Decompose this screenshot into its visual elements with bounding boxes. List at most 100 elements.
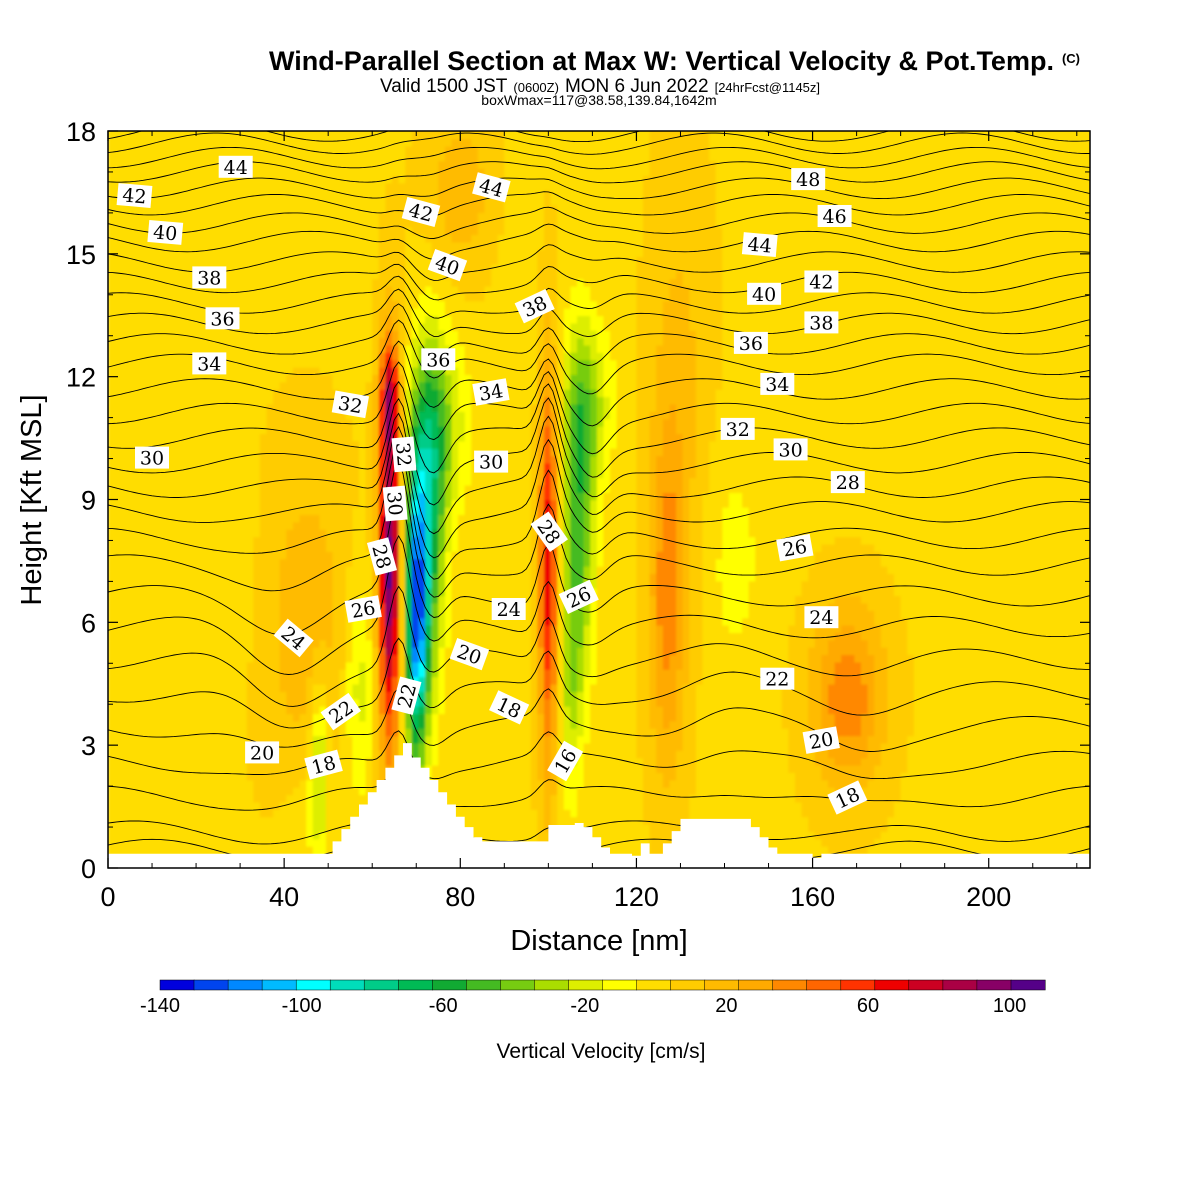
velocity-cell — [108, 779, 116, 788]
velocity-cell — [193, 529, 202, 538]
velocity-cell — [141, 646, 149, 656]
velocity-cell — [418, 536, 426, 545]
velocity-cell — [114, 573, 122, 582]
velocity-cell — [114, 425, 122, 434]
velocity-cell — [312, 809, 321, 818]
velocity-cell — [114, 713, 122, 722]
velocity-cell — [431, 698, 440, 707]
velocity-cell — [279, 705, 288, 715]
velocity-cell — [160, 285, 169, 294]
velocity-cell — [312, 440, 321, 449]
velocity-cell — [246, 374, 255, 383]
velocity-cell — [220, 823, 228, 832]
velocity-cell — [253, 816, 261, 825]
velocity-cell — [141, 728, 149, 737]
velocity-cell — [392, 595, 400, 604]
velocity-cell — [114, 845, 122, 855]
velocity-cell — [174, 182, 182, 191]
velocity-cell — [220, 543, 228, 552]
velocity-cell — [213, 403, 222, 412]
velocity-cell — [253, 492, 261, 501]
velocity-cell — [392, 197, 400, 206]
velocity-cell — [246, 617, 255, 626]
velocity-cell — [319, 772, 327, 781]
velocity-cell — [134, 565, 142, 574]
velocity-cell — [392, 263, 400, 272]
velocity-cell — [372, 573, 380, 582]
velocity-cell — [286, 381, 294, 390]
velocity-cell — [359, 330, 367, 339]
velocity-cell — [372, 757, 380, 766]
velocity-cell — [299, 433, 307, 442]
velocity-cell — [141, 477, 149, 486]
velocity-cell — [339, 646, 347, 656]
velocity-cell — [425, 300, 433, 309]
velocity-cell — [273, 492, 281, 501]
velocity-cell — [378, 293, 387, 302]
velocity-cell — [141, 831, 149, 840]
velocity-cell — [134, 669, 142, 678]
velocity-cell — [425, 691, 433, 700]
velocity-cell — [345, 359, 354, 368]
velocity-cell — [259, 153, 268, 162]
velocity-cell — [359, 344, 367, 353]
velocity-cell — [405, 425, 413, 434]
velocity-cell — [405, 580, 413, 589]
velocity-cell — [365, 403, 373, 412]
velocity-cell — [233, 646, 241, 656]
velocity-cell — [425, 558, 433, 567]
velocity-cell — [174, 543, 182, 552]
velocity-cell — [299, 219, 307, 228]
velocity-cell — [398, 536, 406, 545]
velocity-cell — [193, 470, 202, 479]
velocity-cell — [345, 204, 354, 213]
velocity-cell — [345, 175, 354, 184]
velocity-cell — [312, 411, 321, 420]
velocity-cell — [187, 447, 195, 457]
velocity-cell — [127, 256, 136, 265]
velocity-cell — [134, 153, 142, 162]
velocity-cell — [193, 764, 202, 773]
velocity-cell — [220, 440, 228, 449]
velocity-cell — [345, 153, 354, 162]
velocity-cell — [372, 669, 380, 678]
velocity-cell — [405, 536, 413, 545]
velocity-cell — [293, 352, 301, 361]
velocity-cell — [174, 300, 182, 309]
velocity-cell — [279, 669, 288, 678]
velocity-cell — [200, 786, 208, 796]
velocity-cell — [240, 492, 248, 501]
velocity-cell — [259, 182, 268, 191]
velocity-cell — [359, 654, 367, 663]
velocity-cell — [200, 226, 208, 235]
velocity-cell — [253, 786, 261, 796]
velocity-cell — [226, 735, 235, 744]
velocity-cell — [378, 389, 387, 398]
velocity-cell — [154, 145, 162, 154]
velocity-cell — [279, 499, 288, 508]
velocity-cell — [259, 167, 268, 177]
velocity-cell — [233, 344, 241, 353]
velocity-cell — [266, 639, 274, 648]
velocity-cell — [240, 713, 248, 722]
velocity-cell — [226, 639, 235, 648]
velocity-cell — [259, 676, 268, 685]
velocity-cell — [405, 263, 413, 272]
velocity-cell — [345, 182, 354, 191]
velocity-cell — [418, 241, 426, 250]
velocity-cell — [359, 389, 367, 398]
velocity-cell — [167, 285, 175, 294]
velocity-cell — [246, 639, 255, 648]
velocity-cell — [319, 411, 327, 420]
velocity-cell — [398, 646, 406, 656]
velocity-cell — [279, 551, 288, 560]
velocity-cell — [339, 521, 347, 530]
velocity-cell — [213, 197, 222, 206]
velocity-cell — [213, 131, 222, 140]
velocity-cell — [418, 543, 426, 552]
velocity-cell — [167, 433, 175, 442]
velocity-cell — [147, 315, 155, 324]
velocity-cell — [293, 330, 301, 339]
velocity-cell — [359, 359, 367, 368]
velocity-cell — [213, 396, 222, 405]
